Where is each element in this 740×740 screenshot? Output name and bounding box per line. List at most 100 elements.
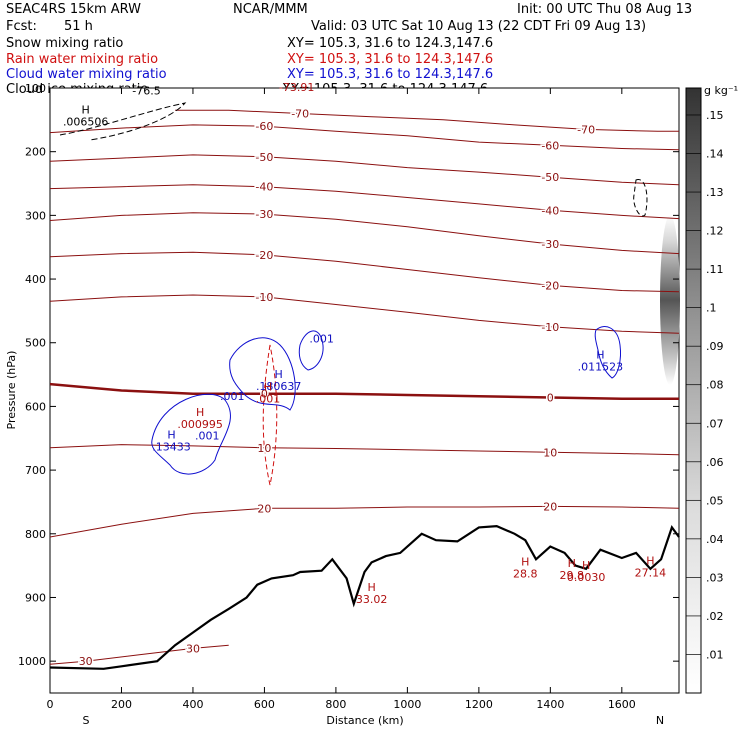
max-marker: H bbox=[646, 554, 654, 567]
isotherm-label: 10 bbox=[543, 446, 557, 459]
rain-water-contour bbox=[262, 344, 278, 486]
isotherm-minus70 bbox=[175, 109, 679, 132]
max-value: .011523 bbox=[578, 361, 624, 374]
max-value: 29.8 bbox=[560, 569, 585, 582]
isotherm-minus60 bbox=[50, 124, 679, 151]
isotherm-label: 20 bbox=[257, 502, 271, 515]
field-name-rain: Rain water mixing ratio bbox=[6, 52, 158, 67]
colorbar-tick-label: .02 bbox=[706, 610, 724, 623]
max-value: .000995 bbox=[177, 418, 223, 431]
init-time: Init: 00 UTC Thu 08 Aug 13 bbox=[517, 2, 692, 17]
cloud-ice-shading bbox=[660, 215, 680, 385]
x-tick-label: 600 bbox=[254, 698, 275, 711]
max-marker: H bbox=[568, 557, 576, 570]
colorbar-unit: g kg⁻¹ bbox=[704, 84, 738, 97]
isotherm-label: -40 bbox=[541, 204, 559, 217]
colorbar-tick-label: .03 bbox=[706, 571, 724, 584]
fcst-value: 51 h bbox=[64, 19, 93, 34]
plot-area bbox=[49, 87, 680, 694]
isotherm-minus30 bbox=[50, 212, 679, 255]
max-value: 27.14 bbox=[635, 566, 667, 579]
y-axis-label: Pressure (hPa) bbox=[5, 351, 18, 430]
colorbar-ticks: .01 .02 .03 .04 .05 .06 .07 .08 .09 .1 .11 .12 .13 .1… bbox=[686, 109, 724, 661]
max-value: .001 bbox=[256, 393, 281, 406]
isotherm-label: 20 bbox=[543, 500, 557, 513]
max-value: 28.8 bbox=[513, 568, 538, 581]
y-tick-label: 900 bbox=[25, 591, 46, 604]
field-xy-rain: XY= 105.3, 31.6 to 124.3,147.6 bbox=[287, 52, 493, 67]
colorbar-tick-label: .13 bbox=[706, 186, 724, 199]
colorbar-tick-label: .07 bbox=[706, 417, 724, 430]
y-tick-label: 1000 bbox=[18, 655, 46, 668]
colorbar-tick-label: .15 bbox=[706, 109, 724, 122]
colorbar-tick-label: .06 bbox=[706, 456, 724, 469]
max-marker: H bbox=[582, 559, 590, 572]
isotherm-30 bbox=[50, 644, 229, 665]
isotherm-20 bbox=[50, 505, 679, 538]
isotherm-label: -20 bbox=[255, 249, 273, 262]
y-tick-label: 200 bbox=[25, 146, 46, 159]
isotherm-label: -10 bbox=[541, 321, 559, 334]
y-tick-label: 700 bbox=[25, 464, 46, 477]
x-tick-label: 0 bbox=[47, 698, 54, 711]
x-tick-label: 1200 bbox=[465, 698, 493, 711]
y-tick-label: 600 bbox=[25, 400, 46, 413]
x-tick-label: 1400 bbox=[536, 698, 564, 711]
y-tick-label: 400 bbox=[25, 273, 46, 286]
colorbar-tick-label: .12 bbox=[706, 225, 724, 238]
x-tick-label: 800 bbox=[325, 698, 346, 711]
snow-contour-b bbox=[633, 179, 648, 217]
isotherm-0 bbox=[50, 382, 679, 401]
x-tick-label: 400 bbox=[182, 698, 203, 711]
x-tick-label: 200 bbox=[111, 698, 132, 711]
isotherm-minus40 bbox=[50, 184, 679, 220]
isotherm-label: 30 bbox=[186, 642, 200, 655]
valid-time: Valid: 03 UTC Sat 10 Aug 13 (22 CDT Fri … bbox=[311, 19, 646, 34]
max-marker: H bbox=[264, 381, 272, 394]
max-value: 0.0030 bbox=[567, 571, 606, 584]
contour-value-label: .001 bbox=[195, 430, 220, 443]
isotherm-label: -40 bbox=[255, 181, 273, 194]
max-value: .006506 bbox=[63, 116, 109, 129]
isotherm-label: 0 bbox=[261, 388, 268, 401]
field-name-cloud-water: Cloud water mixing ratio bbox=[6, 67, 167, 82]
contour-value-label: -76.5 bbox=[132, 84, 160, 97]
terrain-line bbox=[49, 524, 680, 670]
y-tick-label: 300 bbox=[25, 209, 46, 222]
cloud-water-contour-b bbox=[229, 337, 296, 411]
fcst-label: Fcst: bbox=[6, 19, 37, 34]
y-tick-label: 800 bbox=[25, 528, 46, 541]
isotherm-minus20 bbox=[50, 251, 679, 293]
cloud-water-contour-c bbox=[298, 330, 324, 371]
max-marker: H bbox=[167, 428, 175, 441]
x-axis-label: Distance (km) bbox=[326, 714, 403, 727]
isotherm-label: 0 bbox=[547, 392, 554, 405]
isotherm-label: -10 bbox=[255, 291, 273, 304]
colorbar-tick-label: .14 bbox=[706, 148, 724, 161]
colorbar-tick-label: .1 bbox=[706, 302, 717, 315]
y-tick-label: 100 bbox=[25, 82, 46, 95]
max-value: .13433 bbox=[152, 440, 191, 453]
contour-value-label: -73.91 bbox=[279, 81, 314, 94]
colorbar-tick-label: .11 bbox=[706, 263, 724, 276]
max-marker: H bbox=[196, 406, 204, 419]
isotherm-label: 30 bbox=[79, 655, 93, 668]
center-title: NCAR/MMM bbox=[233, 2, 308, 17]
isotherm-label: -60 bbox=[541, 139, 559, 152]
max-value: 33.02 bbox=[356, 593, 388, 606]
isotherm-label: -50 bbox=[255, 151, 273, 164]
terrain bbox=[49, 524, 680, 670]
colorbar: g kg⁻¹ .01 .02 .03 .04 .05 .06 .07 .08 .09 .1 .11.… bbox=[685, 84, 738, 694]
max-marker: H bbox=[521, 556, 529, 569]
isotherm-label: -70 bbox=[291, 108, 309, 121]
cloud-water-contour-d bbox=[594, 326, 621, 379]
isotherm-label: -30 bbox=[255, 208, 273, 221]
isotherm-label: -60 bbox=[255, 120, 273, 133]
isotherm-label: 10 bbox=[257, 442, 271, 455]
colorbar-tick-label: .05 bbox=[706, 494, 724, 507]
max-marker: H bbox=[596, 349, 604, 362]
isotherm-label: -70 bbox=[577, 123, 595, 136]
field-name-snow: Snow mixing ratio bbox=[6, 36, 123, 51]
